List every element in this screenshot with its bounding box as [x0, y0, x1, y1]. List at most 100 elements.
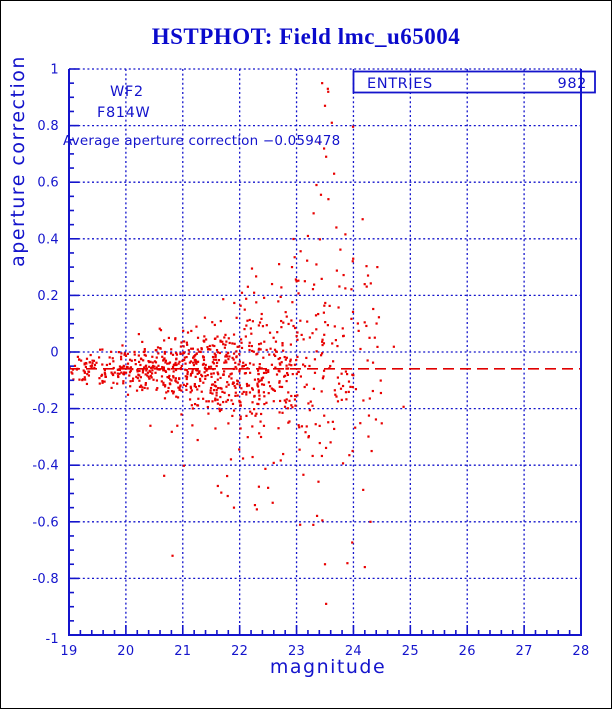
scatter-point [281, 411, 284, 414]
scatter-point [209, 365, 213, 368]
scatter-point [185, 368, 188, 372]
scatter-point [182, 383, 185, 386]
scatter-point [318, 424, 321, 427]
scatter-point [255, 412, 258, 415]
scatter-point [172, 390, 175, 393]
scatter-point [215, 364, 218, 368]
scatter-point [178, 387, 181, 390]
scatter-point [230, 377, 233, 380]
scatter-point [290, 394, 293, 398]
scatter-point [333, 389, 336, 392]
scatter-point [317, 480, 320, 483]
scatter-point [189, 385, 192, 388]
scatter-point [337, 382, 341, 385]
scatter-point [302, 473, 305, 476]
scatter-point [223, 361, 226, 364]
scatter-point [212, 372, 215, 375]
scatter-point [265, 348, 268, 352]
scatter-point [108, 356, 111, 359]
scatter-point [190, 404, 193, 407]
scatter-point [174, 337, 177, 340]
scatter-point [129, 369, 132, 372]
scatter-point [204, 363, 207, 367]
scatter-point [323, 333, 326, 336]
scatter-point [213, 384, 216, 387]
scatter-point [307, 435, 310, 438]
scatter-point [303, 365, 307, 368]
scatter-point [351, 385, 354, 389]
scatter-point [296, 355, 299, 358]
scatter-point [200, 373, 203, 376]
scatter-point [305, 383, 308, 386]
scatter-point [369, 282, 372, 285]
scatter-point [101, 381, 104, 384]
scatter-point [354, 388, 358, 391]
scatter-point [260, 379, 263, 382]
scatter-point [359, 347, 362, 351]
scatter-point [87, 374, 90, 377]
scatter-point [196, 372, 199, 375]
scatter-point [245, 414, 248, 418]
scatter-point [356, 322, 359, 325]
y-tick-label: 0.2 [37, 289, 59, 304]
scatter-point [211, 392, 214, 395]
scatter-point [122, 380, 125, 383]
scatter-point [305, 356, 308, 360]
scatter-point [208, 344, 211, 348]
scatter-point [255, 508, 258, 511]
scatter-point [283, 399, 286, 402]
scatter-point [315, 183, 318, 187]
scatter-point [335, 226, 338, 229]
scatter-point [376, 266, 379, 269]
scatter-point [218, 351, 222, 355]
scatter-point [308, 364, 311, 368]
scatter-point [178, 360, 181, 363]
scatter-point [238, 352, 241, 356]
scatter-point [258, 366, 261, 369]
scatter-point [161, 365, 164, 369]
scatter-point [336, 400, 340, 403]
scatter-point [118, 368, 121, 371]
scatter-point [191, 424, 194, 427]
scatter-point [185, 377, 188, 381]
scatter-point [339, 387, 343, 390]
scatter-point [357, 329, 360, 332]
scatter-point [131, 377, 135, 380]
scatter-point [70, 371, 73, 374]
scatter-point [149, 424, 152, 427]
scatter-point [163, 385, 167, 388]
scatter-point [328, 367, 331, 370]
scatter-point [258, 432, 261, 435]
scatter-point [213, 352, 216, 355]
scatter-point [91, 359, 94, 362]
scatter-point [124, 354, 128, 357]
scatter-point [136, 370, 139, 373]
scatter-point [323, 304, 326, 307]
scatter-point [344, 287, 347, 290]
x-tick-label: 20 [117, 644, 134, 659]
scatter-point [156, 368, 159, 371]
scatter-point [269, 385, 272, 388]
scatter-point [194, 375, 197, 378]
scatter-point [234, 365, 237, 369]
scatter-point [312, 212, 315, 215]
scatter-point [300, 425, 304, 428]
scatter-point [238, 399, 241, 402]
scatter-point [219, 403, 222, 406]
scatter-point [129, 380, 132, 383]
scatter-point [82, 369, 85, 372]
x-tick-label: 22 [231, 644, 248, 659]
scatter-points-layer [68, 82, 405, 605]
scatter-point [211, 321, 214, 324]
scatter-point [321, 82, 324, 85]
scatter-point [191, 370, 194, 373]
scatter-point [239, 304, 242, 307]
scatter-point [239, 404, 242, 407]
scatter-point [234, 394, 237, 397]
scatter-point [271, 501, 274, 504]
scatter-point [352, 374, 355, 377]
entries-box [352, 70, 596, 94]
scatter-point [323, 414, 326, 417]
scatter-point [186, 382, 189, 385]
scatter-point [156, 387, 159, 390]
